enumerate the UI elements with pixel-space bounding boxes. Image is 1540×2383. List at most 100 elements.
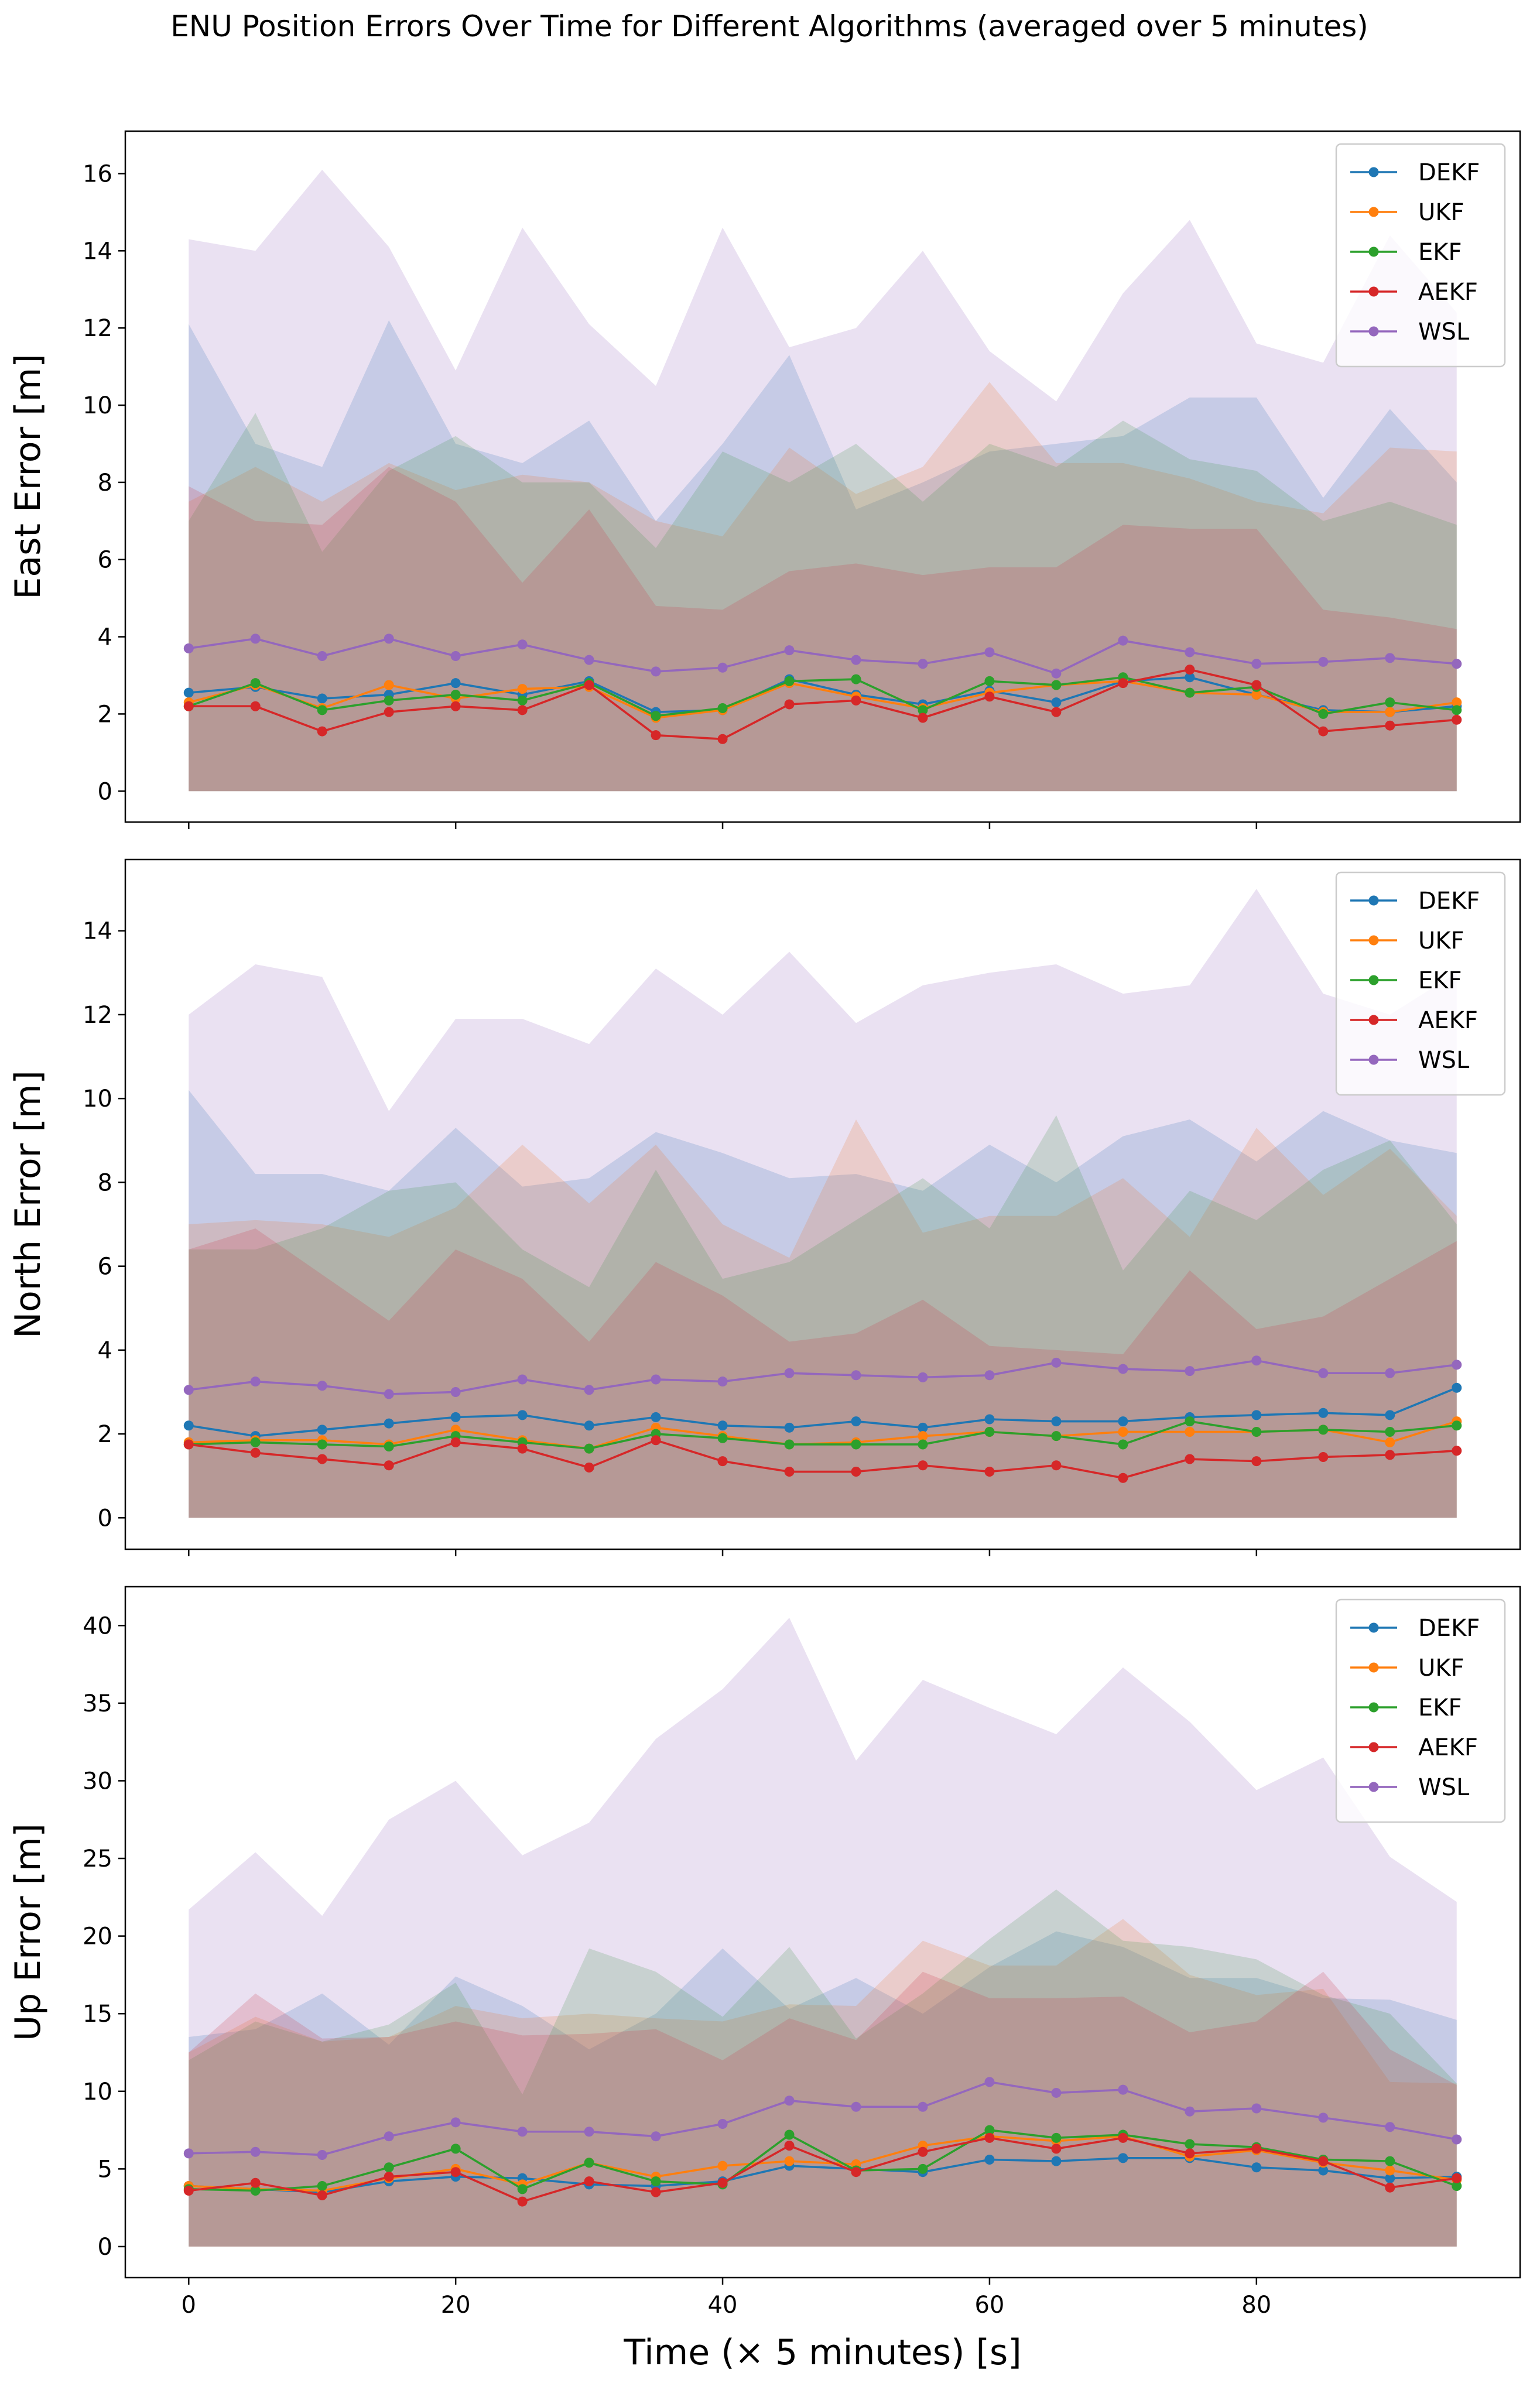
up-legend-label: DEKF — [1418, 1615, 1480, 1642]
up-legend-swatch-marker — [1368, 1742, 1379, 1752]
north-point-aekf — [317, 1454, 327, 1464]
east-point-wsl — [250, 634, 261, 644]
east-ytick-label: 8 — [98, 470, 112, 497]
up-point-wsl — [384, 2131, 394, 2142]
east-point-aekf — [651, 730, 661, 741]
north-point-ekf — [1385, 1426, 1395, 1437]
up-xtick-label: 20 — [441, 2292, 471, 2319]
up-point-ekf — [250, 2186, 261, 2196]
up-point-aekf — [717, 2177, 728, 2188]
east-ytick-label: 6 — [98, 547, 112, 574]
north-point-dekf — [851, 1416, 861, 1427]
north-point-ekf — [317, 1439, 327, 1450]
north-point-wsl — [651, 1374, 661, 1385]
up-point-ekf — [1185, 2139, 1195, 2149]
up-legend-swatch-marker — [1368, 1622, 1379, 1633]
up-point-wsl — [1185, 2106, 1195, 2117]
up-point-aekf — [450, 2167, 461, 2177]
north-point-ukf — [1118, 1426, 1128, 1437]
east-legend-box — [1335, 143, 1506, 368]
up-legend: DEKF UKF EKF AEKF WSL — [1335, 1598, 1506, 1823]
up-legend-swatch-marker — [1368, 1702, 1379, 1713]
east-point-wsl — [984, 647, 995, 658]
up-line-wsl — [189, 2081, 1457, 2156]
up-ytick-label: 25 — [83, 1846, 112, 1872]
north-point-wsl — [450, 1386, 461, 1397]
up-point-dekf — [1318, 2165, 1329, 2176]
up-point-ukf — [784, 2156, 795, 2166]
north-legend-entry-dekf: DEKF — [1350, 888, 1480, 915]
north-legend-entry-wsl: WSL — [1350, 1047, 1470, 1074]
north-point-dekf — [651, 1412, 661, 1422]
north-point-aekf — [784, 1467, 795, 1477]
up-ytick-label: 30 — [83, 1768, 112, 1795]
east-legend-entry-ukf: UKF — [1350, 199, 1464, 226]
north-point-wsl — [918, 1372, 928, 1382]
up-point-aekf — [1452, 2173, 1462, 2183]
east-point-ukf — [1452, 697, 1462, 708]
up-point-wsl — [317, 2150, 327, 2161]
north-point-aekf — [1385, 1450, 1395, 1460]
north-point-dekf — [984, 1414, 995, 1425]
east-point-aekf — [450, 701, 461, 711]
up-point-aekf — [250, 2177, 261, 2188]
east-point-wsl — [317, 651, 327, 662]
up-point-aekf — [1385, 2182, 1395, 2193]
east-point-wsl — [517, 639, 528, 650]
east-point-wsl — [584, 655, 594, 665]
north-ytick-label: 12 — [83, 1002, 112, 1029]
north-legend-entry-aekf: AEKF — [1350, 1007, 1478, 1034]
north-band-wsl — [189, 889, 1457, 1518]
north-point-aekf — [584, 1462, 594, 1473]
up-point-dekf — [1251, 2162, 1262, 2173]
up-point-ekf — [1051, 2132, 1062, 2143]
north-point-ekf — [1452, 1420, 1462, 1431]
east-point-wsl — [918, 659, 928, 669]
north-point-aekf — [1452, 1446, 1462, 1456]
east-point-dekf — [317, 693, 327, 704]
north-point-dekf — [1318, 1408, 1329, 1418]
east-point-wsl — [1251, 659, 1262, 669]
north-ytick-label: 10 — [83, 1086, 112, 1112]
up-point-wsl — [1051, 2087, 1062, 2098]
east-band-ukf — [189, 382, 1457, 792]
north-point-ukf — [1185, 1426, 1195, 1437]
up-point-aekf — [517, 2196, 528, 2207]
east-legend: DEKF UKF EKF AEKF WSL — [1335, 143, 1506, 368]
north-point-aekf — [1118, 1473, 1128, 1483]
up-xtick-label: 40 — [708, 2292, 738, 2319]
east-line-ekf — [188, 676, 1457, 717]
north-point-ukf — [1385, 1437, 1395, 1447]
east-point-aekf — [851, 695, 861, 706]
east-point-aekf — [1051, 707, 1062, 717]
east-legend-entry-ekf: EKF — [1350, 239, 1462, 266]
north-point-wsl — [384, 1389, 394, 1399]
east-point-aekf — [717, 734, 728, 744]
east-legend-swatch-marker — [1368, 326, 1379, 337]
east-band-ekf — [189, 413, 1457, 792]
up-legend-label: AEKF — [1418, 1734, 1478, 1761]
north-point-dekf — [450, 1412, 461, 1422]
east-point-aekf — [183, 701, 194, 711]
north-point-aekf — [651, 1435, 661, 1446]
north-point-aekf — [1185, 1454, 1195, 1464]
north-point-wsl — [1452, 1360, 1462, 1370]
north-point-wsl — [250, 1377, 261, 1387]
up-point-wsl — [1318, 2112, 1329, 2123]
east-line-wsl — [189, 638, 1457, 675]
up-point-wsl — [651, 2131, 661, 2142]
up-point-dekf — [1385, 2173, 1395, 2183]
east-point-aekf — [384, 707, 394, 717]
up-point-ekf — [1452, 2181, 1462, 2192]
panel-east: 0 2 4 6 8 10 12 14 16 East Error [m] DEKF UKF EKF AEK… — [8, 130, 1521, 829]
east-series-aekf — [183, 665, 1462, 744]
north-legend-swatch-marker — [1368, 895, 1379, 906]
up-point-ekf — [584, 2158, 594, 2168]
east-point-ukf — [384, 680, 394, 690]
north-point-ekf — [1318, 1425, 1329, 1435]
north-point-dekf — [517, 1410, 528, 1420]
up-ytick-label: 20 — [83, 1923, 112, 1950]
north-legend-box — [1335, 871, 1506, 1096]
east-point-aekf — [1452, 714, 1462, 725]
